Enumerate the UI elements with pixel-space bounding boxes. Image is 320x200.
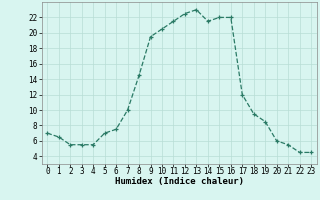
X-axis label: Humidex (Indice chaleur): Humidex (Indice chaleur) (115, 177, 244, 186)
